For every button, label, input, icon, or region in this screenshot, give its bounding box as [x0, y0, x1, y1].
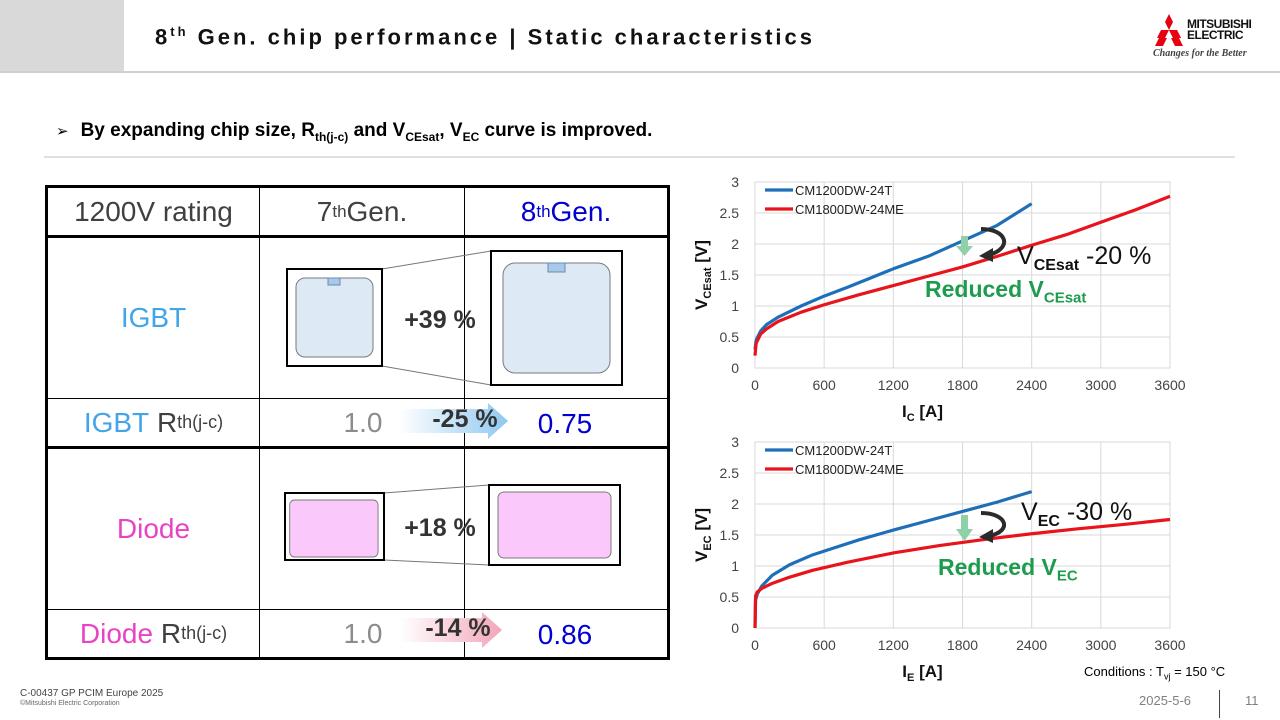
footer-divider — [1219, 690, 1220, 718]
y-tick-label: 2 — [731, 236, 739, 252]
igbt-rth-arrow — [400, 403, 508, 439]
x-axis-label: IC [A] — [902, 402, 943, 424]
x-tick-label: 2400 — [1016, 637, 1047, 653]
x-tick-label: 3000 — [1085, 637, 1116, 653]
title-accent-box — [0, 0, 124, 72]
x-axis-label: IE [A] — [902, 662, 942, 684]
copyright: ©Mitsubishi Electric Corporation — [20, 700, 120, 707]
y-tick-label: 2.5 — [720, 465, 740, 481]
vec-reduction-label: VEC -30 % — [1021, 498, 1133, 530]
x-tick-label: 1800 — [947, 377, 978, 393]
diode-label: Diode — [116, 513, 191, 544]
y-tick-label: 0.5 — [720, 589, 740, 605]
diode-rth-arrow — [400, 612, 502, 648]
igbt-rth-8th: 0.75 — [537, 408, 593, 439]
y-tick-label: 1 — [731, 298, 739, 314]
series-line-2 — [753, 194, 1171, 356]
y-tick-label: 2.5 — [720, 205, 740, 221]
mitsubishi-logo: MITSUBISHI ELECTRIC Changes for the Bette… — [1150, 12, 1268, 62]
igbt-label: IGBT — [120, 302, 187, 333]
x-tick-label: 0 — [751, 637, 759, 653]
x-tick-label: 3600 — [1154, 377, 1185, 393]
slide-title: 8th Gen. chip performance | Static chara… — [155, 24, 815, 50]
igbt-chip-comparison — [286, 250, 623, 386]
y-tick-label: 0.5 — [720, 329, 740, 345]
summary-bullet: ➢ By expanding chip size, Rth(j-c) and VC… — [56, 120, 653, 144]
three-diamonds-icon — [1155, 14, 1183, 46]
slide-date: 2025-5-6 — [1139, 693, 1192, 708]
legend-label: CM1200DW-24T — [795, 443, 892, 458]
y-axis-label: VEC [V] — [692, 508, 714, 562]
x-tick-label: 0 — [751, 377, 759, 393]
vcesat-chart: 0 600 1200 1800 2400 3000 3600 0 0.5 1 1.5 2 2.5 3 CM1… — [692, 174, 1186, 424]
y-axis-label: VCEsat [V] — [692, 240, 714, 310]
reduced-vcesat-label: Reduced VCEsat — [925, 276, 1087, 307]
y-tick-label: 1.5 — [720, 267, 740, 283]
x-tick-label: 600 — [812, 637, 836, 653]
y-tick-label: 3 — [731, 174, 739, 190]
igbt-size-increase: +39 % — [404, 305, 476, 334]
x-tick-label: 1200 — [878, 377, 909, 393]
page-number: 11 — [1245, 693, 1259, 708]
x-tick-label: 1200 — [878, 637, 909, 653]
y-tick-label: 2 — [731, 496, 739, 512]
x-tick-label: 3600 — [1154, 637, 1185, 653]
y-tick-label: 1 — [731, 558, 739, 574]
y-tick-label: 0 — [731, 360, 739, 376]
title-divider — [0, 71, 1280, 73]
series-line-1 — [753, 202, 1033, 350]
x-tick-label: 2400 — [1016, 377, 1047, 393]
vcesat-reduction-label: VCEsat -20 % — [1017, 242, 1152, 274]
test-conditions: Conditions : Tvj = 150 °C — [1084, 664, 1226, 682]
legend-label: CM1200DW-24T — [795, 183, 892, 198]
x-tick-label: 3000 — [1085, 377, 1116, 393]
diode-rth-change: -14 % — [425, 613, 491, 642]
diode-chip-comparison — [284, 484, 621, 566]
x-tick-label: 600 — [812, 377, 836, 393]
diode-rth-8th: 0.86 — [537, 619, 593, 650]
series-line-2 — [753, 517, 1171, 629]
reduced-vec-label: Reduced VEC — [938, 554, 1078, 585]
vcesat-annotation-arrows — [956, 227, 1007, 262]
diode-rth-7th: 1.0 — [343, 617, 383, 649]
vec-annotation-arrows — [956, 511, 1007, 543]
legend-label: CM1800DW-24ME — [795, 462, 904, 477]
header-rating: 1200V rating — [74, 195, 233, 227]
igbt-rth-change: -25 % — [432, 404, 498, 433]
y-tick-label: 0 — [731, 620, 739, 636]
document-id: C-00437 GP PCIM Europe 2025 — [20, 688, 164, 699]
y-tick-label: 3 — [731, 434, 739, 450]
diode-size-increase: +18 % — [404, 513, 476, 542]
bullet-divider — [44, 156, 1235, 158]
y-tick-label: 1.5 — [720, 527, 740, 543]
legend-label: CM1800DW-24ME — [795, 202, 904, 217]
x-tick-label: 1800 — [947, 637, 978, 653]
igbt-rth-7th: 1.0 — [343, 406, 383, 438]
